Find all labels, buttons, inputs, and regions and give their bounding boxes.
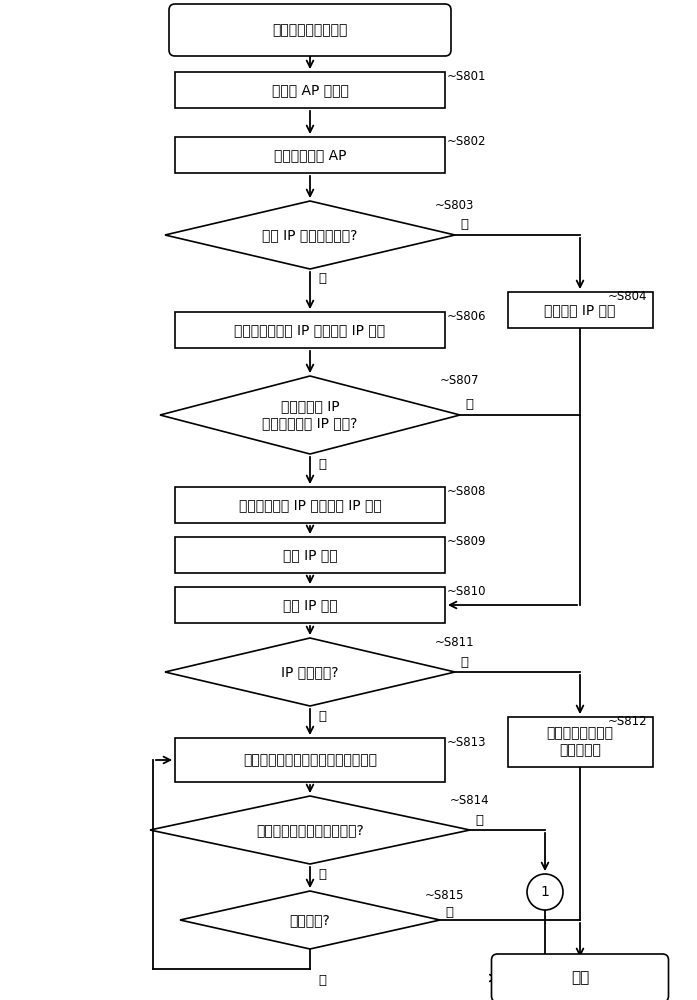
Bar [175, 738, 445, 782]
Text: 请求通过先前的 IP 地址获取 IP 地址: 请求通过先前的 IP 地址获取 IP 地址 [234, 323, 385, 337]
Bar [175, 137, 445, 173]
Text: ~S801: ~S801 [447, 70, 487, 83]
Text: 接收到连接目的地改变请求?: 接收到连接目的地改变请求? [256, 823, 364, 837]
Text: ~S811: ~S811 [435, 636, 475, 649]
FancyBboxPatch shape [169, 4, 451, 56]
Text: ~S813: ~S813 [447, 736, 487, 749]
Text: 是: 是 [465, 398, 473, 412]
Text: 是: 是 [445, 906, 453, 918]
Text: ~S806: ~S806 [447, 310, 487, 323]
Text: 通过先前的 IP
地址成功获取 IP 地址?: 通过先前的 IP 地址成功获取 IP 地址? [262, 399, 358, 431]
Text: 连接到推荐的 AP: 连接到推荐的 AP [274, 148, 346, 162]
Text: ~S808: ~S808 [447, 485, 487, 498]
Polygon shape [160, 376, 460, 454]
Text: 请求通过动态 IP 地址获取 IP 地址: 请求通过动态 IP 地址获取 IP 地址 [238, 498, 381, 512]
Text: ~S815: ~S815 [425, 889, 464, 902]
Text: 否: 否 [318, 710, 326, 722]
Bar [175, 72, 445, 108]
Text: 存储 IP 地址: 存储 IP 地址 [283, 598, 337, 612]
Text: 获取 IP 地址: 获取 IP 地址 [283, 548, 337, 562]
Text: 结束: 结束 [571, 970, 589, 986]
Bar [175, 537, 445, 573]
Bar [175, 312, 445, 348]
Text: ~S803: ~S803 [435, 199, 475, 212]
Text: 静态 IP 地址设置开启?: 静态 IP 地址设置开启? [262, 228, 358, 242]
Polygon shape [150, 796, 470, 864]
Bar [175, 587, 445, 623]
FancyBboxPatch shape [491, 954, 668, 1000]
Text: 连接目的地改变处理: 连接目的地改变处理 [273, 23, 348, 37]
Text: ~S812: ~S812 [608, 715, 647, 728]
Text: 断开与 AP 的连接: 断开与 AP 的连接 [272, 83, 348, 97]
Circle shape [527, 874, 563, 910]
Text: ~S804: ~S804 [608, 290, 647, 303]
Text: 否: 否 [318, 974, 326, 988]
Bar [175, 487, 445, 523]
Text: 打印作业取消处理
和显示取消: 打印作业取消处理 和显示取消 [546, 726, 613, 758]
Bar [507, 717, 652, 767]
Text: 打印完成?: 打印完成? [290, 913, 330, 927]
Text: ~S814: ~S814 [450, 794, 489, 807]
Text: 是: 是 [475, 814, 483, 826]
Polygon shape [165, 201, 455, 269]
Text: 是: 是 [460, 656, 468, 668]
Text: ~S802: ~S802 [447, 135, 487, 148]
Text: 否: 否 [318, 272, 326, 286]
Polygon shape [180, 891, 440, 949]
Text: 接收打印作业的后续部分并继续打印: 接收打印作业的后续部分并继续打印 [243, 753, 377, 767]
Text: ~S810: ~S810 [447, 585, 487, 598]
Text: 是: 是 [460, 219, 468, 232]
Text: IP 地址改变?: IP 地址改变? [282, 665, 339, 679]
Text: ~S807: ~S807 [440, 374, 480, 387]
Bar [507, 292, 652, 328]
Text: 确认静态 IP 地址: 确认静态 IP 地址 [544, 303, 615, 317]
Polygon shape [165, 638, 455, 706]
Text: 1: 1 [541, 885, 549, 899]
Text: ~S809: ~S809 [447, 535, 487, 548]
Text: 否: 否 [318, 867, 326, 880]
Text: 否: 否 [318, 458, 326, 471]
